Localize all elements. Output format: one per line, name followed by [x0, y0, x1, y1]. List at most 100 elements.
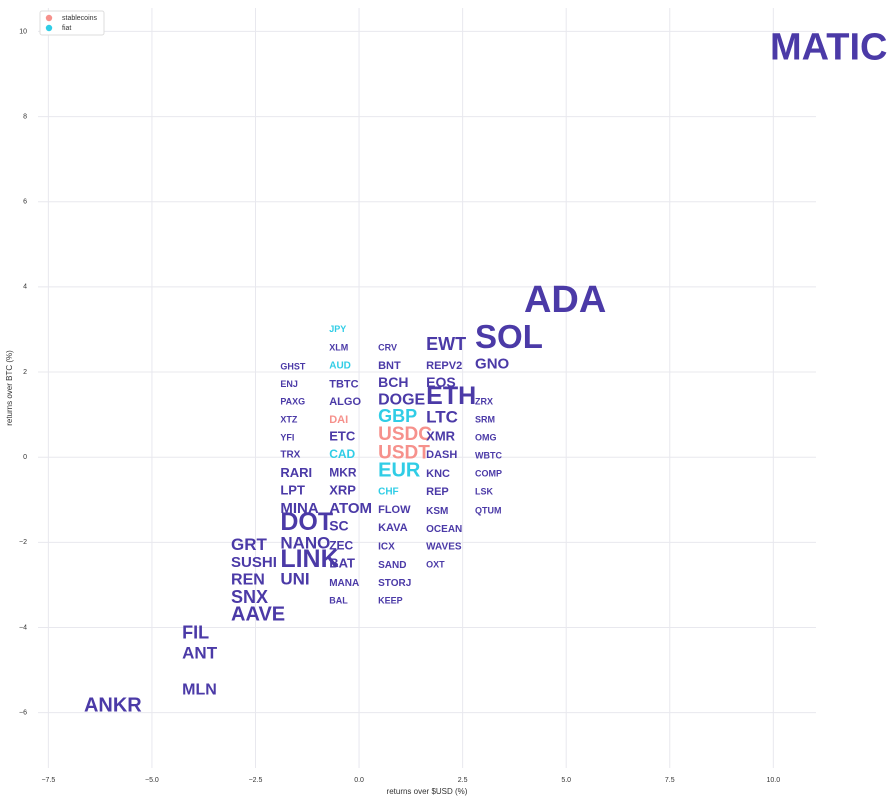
- point-label: ANT: [182, 643, 218, 662]
- point-label: ETC: [329, 429, 356, 444]
- point-label: STORJ: [378, 578, 411, 589]
- legend-swatch: [45, 14, 53, 22]
- point-label: LSK: [475, 486, 494, 496]
- point-label: TRX: [280, 450, 300, 461]
- point-label: REPV2: [426, 360, 462, 372]
- point-label: FLOW: [378, 504, 411, 516]
- x-tick-label: −7.5: [41, 777, 55, 784]
- point-label: TBTC: [329, 378, 358, 390]
- point-label: JPY: [329, 324, 346, 334]
- point-label: DAI: [329, 414, 348, 426]
- grid: [38, 8, 816, 768]
- x-tick-label: 2.5: [458, 777, 468, 784]
- point-label: XTZ: [280, 415, 298, 425]
- point-label: USDT: [378, 442, 430, 463]
- point-label: KNC: [426, 468, 450, 480]
- point-label: SAND: [378, 560, 406, 571]
- point-label: REN: [231, 571, 265, 588]
- x-axis-label: returns over $USD (%): [387, 787, 468, 796]
- point-label: KEEP: [378, 595, 403, 605]
- point-label: ADA: [524, 279, 606, 321]
- point-label: RARI: [280, 465, 312, 480]
- point-label: BNT: [378, 360, 401, 372]
- y-tick-label: 6: [23, 199, 27, 206]
- y-tick-label: 8: [23, 113, 27, 120]
- point-label: EWT: [426, 334, 466, 354]
- legend-swatch: [45, 24, 53, 32]
- point-label: CRV: [378, 343, 397, 353]
- y-tick-label: 0: [23, 454, 27, 461]
- x-tick-label: 0.0: [354, 777, 364, 784]
- point-label: SUSHI: [231, 554, 277, 571]
- point-label: DOT: [280, 508, 333, 536]
- point-label: XLM: [329, 343, 348, 353]
- x-tick-label: 5.0: [561, 777, 571, 784]
- point-label: MATIC: [770, 26, 888, 68]
- point-label: NANO: [280, 534, 330, 553]
- point-label: WAVES: [426, 542, 462, 553]
- point-label: MLN: [182, 681, 217, 698]
- legend-label: fiat: [62, 25, 71, 32]
- point-label: BCH: [378, 374, 408, 390]
- point-label: AUD: [329, 361, 351, 372]
- point-label: EOS: [426, 374, 456, 390]
- point-label: EUR: [378, 460, 421, 482]
- point-label: OXT: [426, 560, 445, 570]
- y-axis-label: returns over BTC (%): [5, 350, 14, 426]
- point-label: COMP: [475, 469, 502, 479]
- y-tick-label: −4: [19, 624, 27, 631]
- point-label: DASH: [426, 449, 457, 461]
- point-label: UNI: [280, 570, 309, 589]
- point-label: KAVA: [378, 522, 408, 534]
- point-label: SOL: [475, 318, 543, 355]
- point-label: ICX: [378, 542, 395, 553]
- y-tick-label: −6: [19, 709, 27, 716]
- point-label: QTUM: [475, 506, 502, 516]
- point-label: ZRX: [475, 397, 493, 407]
- point-label: ALGO: [329, 396, 361, 408]
- point-label: GHST: [280, 362, 306, 372]
- y-tick-label: 2: [23, 369, 27, 376]
- x-tick-label: 10.0: [767, 777, 781, 784]
- point-label: BAL: [329, 595, 348, 605]
- point-label: XMR: [426, 429, 456, 444]
- point-label: ATOM: [329, 500, 372, 517]
- point-label: BAT: [329, 555, 355, 570]
- point-label: WBTC: [475, 451, 502, 461]
- point-label: SC: [329, 518, 348, 534]
- point-label: SRM: [475, 415, 495, 425]
- point-label: CAD: [329, 447, 355, 461]
- point-label: CHF: [378, 487, 399, 498]
- y-tick-label: 4: [23, 284, 27, 291]
- point-label: MINA: [280, 500, 318, 517]
- x-tick-label: −2.5: [249, 777, 263, 784]
- point-label: LTC: [426, 408, 458, 427]
- point-label: PAXG: [280, 397, 305, 407]
- point-label: MANA: [329, 578, 359, 589]
- point-label: KSM: [426, 506, 448, 517]
- point-label: REP: [426, 486, 449, 498]
- point-label: XRP: [329, 483, 356, 498]
- point-label: GRT: [231, 535, 268, 554]
- point-label: GNO: [475, 355, 510, 372]
- legend-label: stablecoins: [62, 15, 98, 22]
- point-label: OCEAN: [426, 524, 462, 535]
- point-label: LINK: [280, 545, 338, 573]
- point-label: AAVE: [231, 603, 285, 625]
- point-label: ANKR: [84, 695, 142, 717]
- point-label: GBP: [378, 406, 417, 426]
- point-label: USDC: [378, 424, 432, 445]
- x-tick-label: −5.0: [145, 777, 159, 784]
- y-tick-label: −2: [19, 539, 27, 546]
- point-label: LPT: [280, 483, 305, 498]
- point-label: ENJ: [280, 379, 298, 389]
- point-label: ZEC: [329, 538, 353, 552]
- point-label: FIL: [182, 623, 209, 643]
- y-tick-label: 10: [19, 28, 27, 35]
- x-tick-label: 7.5: [665, 777, 675, 784]
- legend-box: [39, 10, 105, 36]
- point-label: DOGE: [378, 391, 425, 408]
- point-label: ETH: [426, 382, 476, 410]
